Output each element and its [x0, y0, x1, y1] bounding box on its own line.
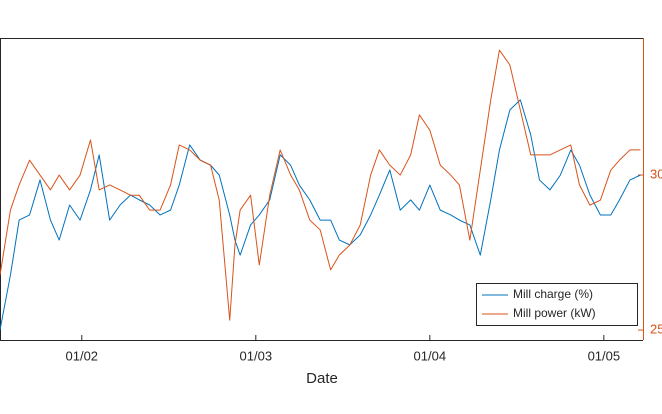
legend-label: Mill power (kW) — [513, 306, 596, 320]
data-line — [0, 99, 641, 331]
legend-box — [476, 283, 638, 326]
legend-label: Mill charge (%) — [513, 287, 593, 301]
y2-tick-label: 25 — [650, 322, 662, 337]
x-tick-label: 01/04 — [414, 348, 447, 363]
data-line — [0, 49, 641, 321]
x-tick-label: 01/02 — [66, 348, 99, 363]
x-tick-label: 01/03 — [240, 348, 273, 363]
x-axis-label: Date — [306, 370, 338, 387]
x-tick-label: 01/05 — [588, 348, 621, 363]
legend: Mill charge (%) Mill power (kW) — [476, 283, 638, 326]
y2-tick-label: 30 — [650, 166, 662, 181]
